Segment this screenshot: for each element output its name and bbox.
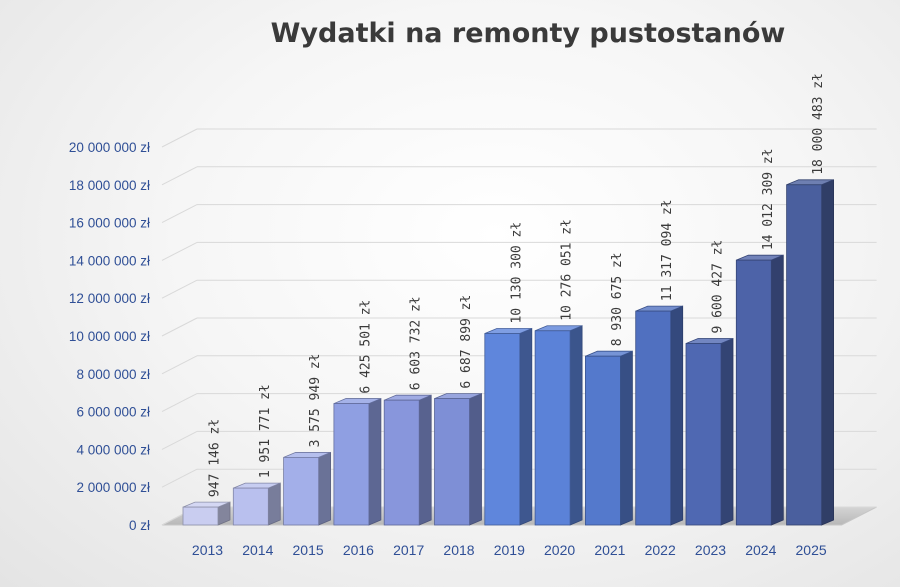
gridline bbox=[161, 204, 877, 224]
value-label: 6 425 501 zł bbox=[358, 300, 373, 394]
value-label: 14 012 309 zł bbox=[761, 148, 776, 250]
y-tick-label: 18 000 000 zł bbox=[69, 178, 150, 193]
value-labels: 947 146 zł 1 951 771 zł 3 575 949 zł 6 425 … bbox=[208, 73, 827, 497]
chart-title: Wydatki na remonty pustostanów bbox=[271, 18, 786, 49]
bar bbox=[786, 179, 834, 526]
x-tick-label: 2020 bbox=[544, 542, 575, 558]
value-label: 10 130 300 zł bbox=[509, 222, 524, 324]
bar bbox=[232, 482, 281, 526]
x-tick-label: 2014 bbox=[242, 542, 273, 558]
bar bbox=[534, 325, 583, 526]
value-label: 18 000 483 zł bbox=[811, 73, 826, 175]
x-tick-label: 2015 bbox=[293, 542, 324, 558]
x-tick-label: 2018 bbox=[443, 542, 474, 558]
bars bbox=[182, 179, 834, 526]
value-label: 11 317 094 zł bbox=[660, 199, 675, 301]
bar bbox=[434, 392, 482, 526]
gridline bbox=[161, 241, 877, 261]
value-label: 8 930 675 zł bbox=[610, 252, 625, 346]
x-tick-label: 2016 bbox=[343, 542, 374, 558]
bar bbox=[383, 394, 432, 526]
value-label: 6 687 899 zł bbox=[459, 295, 474, 389]
x-tick-label: 2017 bbox=[393, 542, 424, 558]
y-tick-label: 12 000 000 zł bbox=[69, 291, 150, 306]
y-tick-label: 10 000 000 zł bbox=[69, 329, 150, 344]
x-tick-label: 2022 bbox=[645, 542, 676, 558]
bar bbox=[333, 397, 382, 526]
x-axis-ticks: 2013 2014 2015 2016 2017 2018 2019 2020 2021 2022… bbox=[192, 542, 827, 558]
value-label: 947 146 zł bbox=[208, 419, 223, 497]
x-tick-label: 2025 bbox=[796, 542, 827, 558]
gridline bbox=[161, 166, 877, 186]
bar bbox=[585, 350, 633, 526]
value-label: 3 575 949 zł bbox=[308, 353, 323, 447]
value-label: 9 600 427 zł bbox=[711, 240, 726, 334]
x-tick-label: 2024 bbox=[745, 542, 776, 558]
bar bbox=[735, 254, 784, 526]
y-tick-label: 14 000 000 zł bbox=[69, 253, 150, 268]
y-tick-label: 4 000 000 zł bbox=[76, 442, 150, 457]
y-tick-label: 16 000 000 zł bbox=[69, 216, 150, 231]
value-label: 1 951 771 zł bbox=[258, 384, 273, 478]
bar bbox=[685, 337, 734, 526]
y-tick-label: 0 zł bbox=[129, 518, 150, 533]
bar bbox=[635, 305, 684, 526]
y-tick-label: 8 000 000 zł bbox=[76, 367, 150, 382]
x-tick-label: 2023 bbox=[695, 542, 726, 558]
bar bbox=[484, 327, 533, 526]
y-tick-label: 6 000 000 zł bbox=[76, 405, 150, 420]
gridline bbox=[161, 128, 877, 148]
y-tick-label: 2 000 000 zł bbox=[76, 480, 150, 495]
bar bbox=[283, 451, 332, 526]
value-label: 6 603 732 zł bbox=[409, 296, 424, 390]
y-axis-ticks: 0 zł 2 000 000 zł 4 000 000 zł 6 000 000 zł… bbox=[69, 140, 150, 533]
bar bbox=[182, 501, 231, 526]
value-label: 10 276 051 zł bbox=[560, 219, 575, 321]
x-tick-label: 2021 bbox=[594, 542, 625, 558]
x-tick-label: 2019 bbox=[494, 542, 525, 558]
x-tick-label: 2013 bbox=[192, 542, 223, 558]
y-tick-label: 20 000 000 zł bbox=[69, 140, 150, 155]
